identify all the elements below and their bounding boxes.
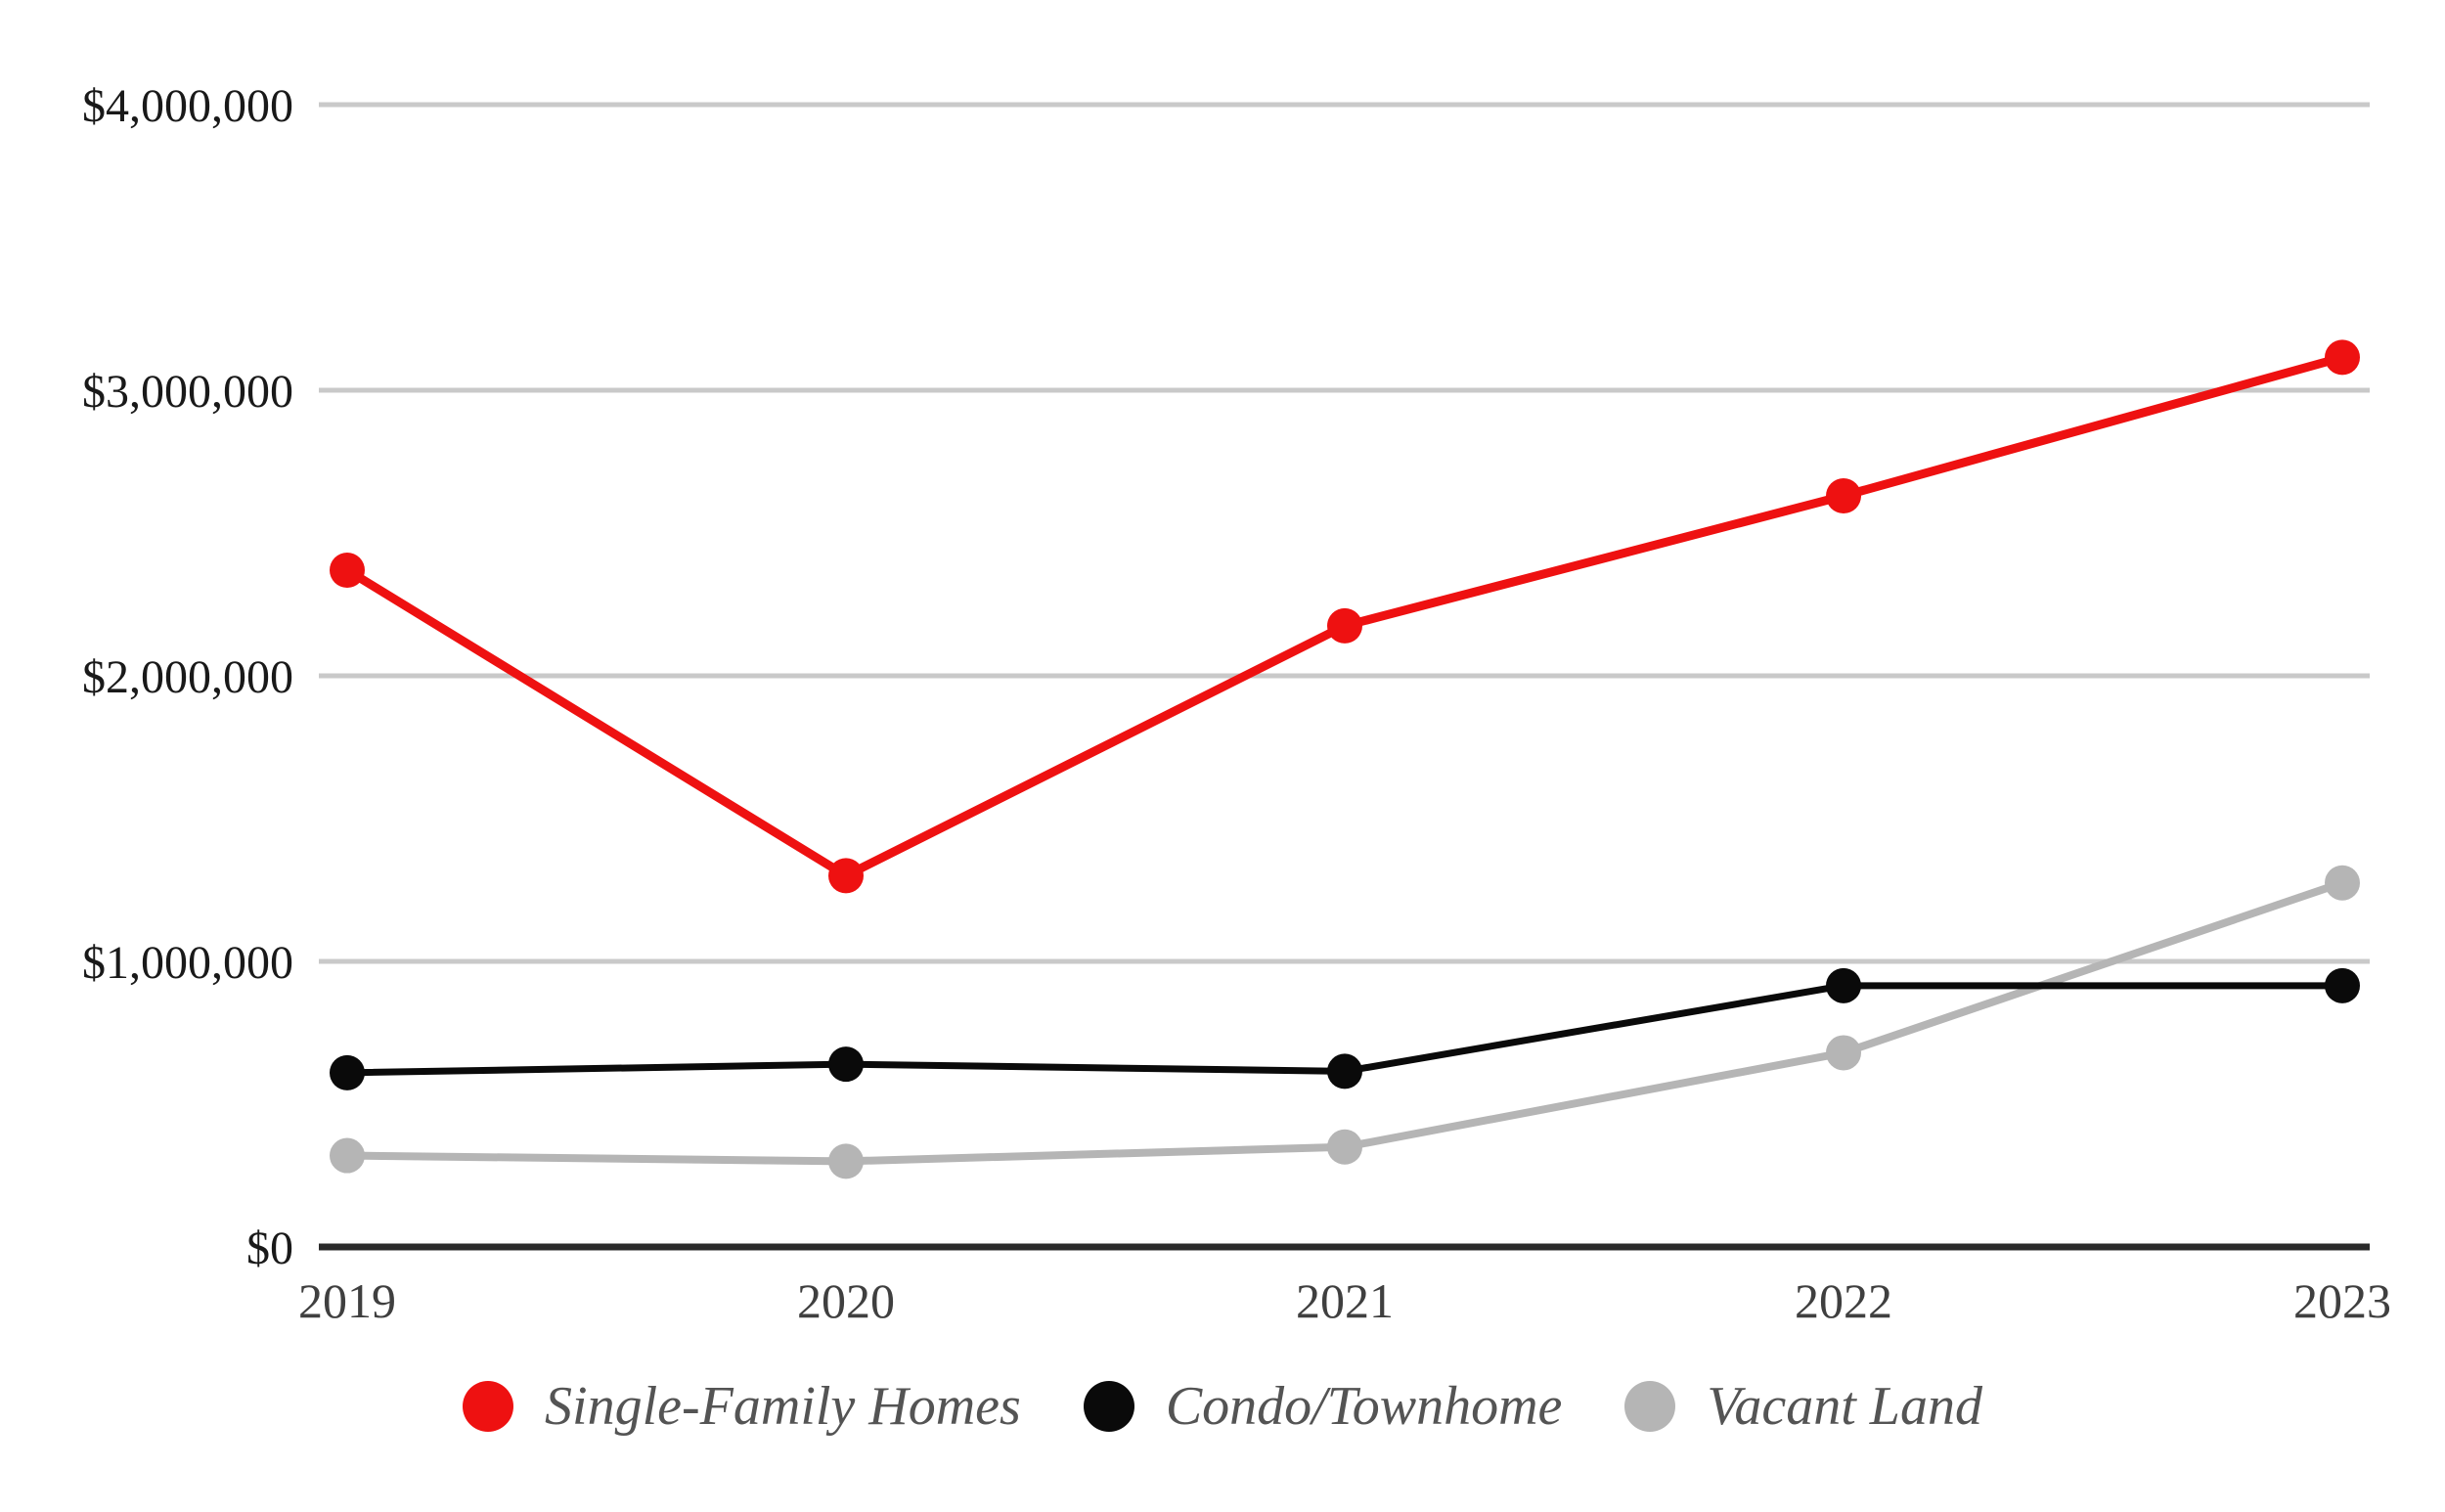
y-axis-tick-label: $1,000,000 [82,937,293,989]
data-point-single-family-homes-2020 [828,858,864,894]
legend-label-condo-townhome: Condo/Townhome [1165,1376,1563,1437]
data-point-condo-townhome-2021 [1327,1053,1362,1090]
x-axis-tick-label: 2019 [298,1273,396,1328]
legend-label-single-family-homes: Single-Family Homes [545,1376,1021,1437]
y-axis-tick-label: $0 [246,1223,293,1274]
y-axis-tick-label: $2,000,000 [82,651,293,703]
y-axis-tick-label: $4,000,000 [82,80,293,132]
legend-swatch-vacant-land [1624,1381,1676,1433]
chart-legend: Single-Family Homes Condo/Townhome Vacant … [0,1375,2445,1438]
x-axis-tick-label: 2023 [2293,1273,2391,1328]
data-point-condo-townhome-2020 [828,1046,864,1083]
legend-item-single-family-homes: Single-Family Homes [463,1375,1021,1438]
data-point-condo-townhome-2022 [1826,967,1861,1003]
x-axis-tick-label: 2021 [1296,1273,1394,1328]
data-point-single-family-homes-2022 [1826,478,1861,514]
x-axis-tick-label: 2020 [797,1273,895,1328]
data-point-vacant-land-2020 [828,1143,864,1179]
data-point-vacant-land-2019 [330,1137,365,1174]
data-point-vacant-land-2021 [1327,1129,1362,1165]
data-point-vacant-land-2023 [2325,865,2360,901]
y-axis-tick-label: $3,000,000 [82,366,293,418]
data-point-single-family-homes-2019 [330,552,365,588]
legend-swatch-condo-townhome [1083,1381,1134,1433]
legend-item-vacant-land: Vacant Land [1624,1375,1982,1438]
legend-swatch-single-family-homes [463,1381,514,1433]
x-axis-tick-label: 2022 [1795,1273,1892,1328]
series-line-vacant-land [343,878,2346,1166]
data-point-single-family-homes-2023 [2325,339,2360,376]
legend-label-vacant-land: Vacant Land [1707,1376,1982,1437]
data-point-condo-townhome-2023 [2325,967,2360,1003]
data-point-single-family-homes-2021 [1327,607,1362,644]
data-point-condo-townhome-2019 [330,1054,365,1090]
data-point-vacant-land-2022 [1826,1035,1861,1071]
legend-item-condo-townhome: Condo/Townhome [1083,1375,1563,1438]
